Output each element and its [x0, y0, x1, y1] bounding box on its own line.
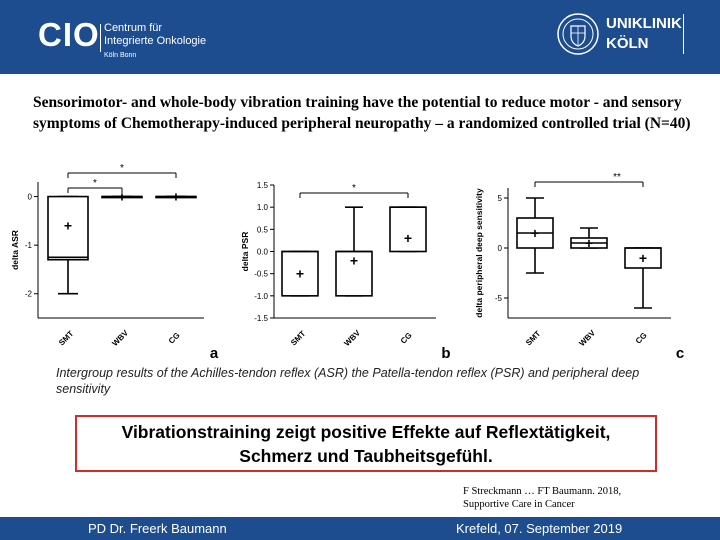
y-tick-label: -5 — [495, 294, 503, 303]
footer-presenter: PD Dr. Freerk Baumann — [88, 521, 227, 536]
key-message-line1: Vibrationstraining zeigt positive Effekt… — [121, 422, 611, 442]
mean-marker: + — [118, 189, 126, 205]
figure-caption: Intergroup results of the Achilles-tendo… — [56, 366, 640, 396]
x-category-label: WBV — [342, 328, 362, 348]
y-tick-label: 0.5 — [257, 225, 269, 234]
mean-marker: + — [350, 252, 358, 268]
uk-logo-line1: UNIKLINIK — [606, 15, 682, 32]
y-tick-label: -2 — [25, 290, 33, 299]
citation: F Streckmann … FT Baumann. 2018, Support… — [463, 485, 621, 511]
panel-label: b — [441, 345, 450, 362]
uk-logo-line2: KÖLN — [606, 35, 649, 52]
charts-area: 0 -1 -2 delta ASR + + + SMT WBV CG * * a 1.5 1.0 0.5 0.0… — [0, 160, 720, 365]
slide-title: Sensorimotor- and whole-body vibration t… — [33, 94, 691, 132]
mean-marker: + — [172, 189, 180, 205]
x-category-label: CG — [167, 331, 182, 346]
mean-marker: + — [531, 225, 539, 241]
y-tick-label: 5 — [498, 194, 503, 203]
y-axis-label: delta PSR — [240, 232, 250, 272]
y-tick-label: -1.0 — [254, 292, 268, 301]
uk-divider — [683, 14, 684, 54]
panel-label: a — [210, 345, 219, 362]
cio-line2: Integrierte Onkologie — [104, 35, 207, 47]
header-band: CIO Centrum für Integrierte Onkologie Kö… — [0, 0, 720, 74]
box-iqr — [335, 250, 373, 297]
key-message-box: Vibrationstraining zeigt positive Effekt… — [75, 415, 657, 472]
x-category-label: CG — [634, 331, 649, 346]
panel-label: c — [676, 345, 684, 362]
y-axis-label: delta peripheral deep sensitivity — [474, 188, 484, 318]
footer-band: PD Dr. Freerk Baumann Krefeld, 07. Septe… — [0, 517, 720, 540]
cio-logo: CIO Centrum für Integrierte Onkologie Kö… — [38, 16, 208, 66]
x-category-label: CG — [399, 331, 414, 346]
mean-marker: + — [404, 230, 412, 246]
university-seal-icon — [557, 13, 599, 55]
x-category-label: SMT — [57, 329, 75, 347]
y-tick-label: 1.0 — [257, 203, 269, 212]
y-tick-label: -1.5 — [254, 314, 268, 323]
significance-label: ** — [613, 172, 621, 183]
cio-abbr: CIO — [38, 16, 100, 53]
mean-marker: + — [64, 218, 72, 234]
significance-label: * — [93, 178, 97, 189]
y-tick-label: 0.0 — [257, 248, 269, 257]
significance-label: * — [120, 163, 124, 174]
significance-label: * — [352, 183, 356, 194]
cio-city: Köln Bonn — [104, 52, 137, 59]
box-iqr — [47, 195, 89, 261]
x-category-label: SMT — [289, 329, 307, 347]
x-category-label: SMT — [524, 329, 542, 347]
citation-line2: Supportive Care in Cancer — [463, 499, 575, 510]
box-iqr — [281, 250, 319, 297]
cio-line1: Centrum für — [104, 22, 163, 34]
mean-marker: + — [585, 235, 593, 251]
y-tick-label: 0 — [498, 244, 503, 253]
cio-divider — [100, 24, 101, 52]
y-tick-label: 1.5 — [257, 181, 269, 190]
y-tick-label: 0 — [28, 193, 33, 202]
key-message-line2: Schmerz und Taubheitsgefühl. — [239, 446, 493, 466]
x-category-label: WBV — [577, 328, 597, 348]
footer-event: Krefeld, 07. September 2019 — [456, 521, 623, 536]
mean-marker: + — [639, 250, 647, 266]
y-tick-label: -1 — [25, 241, 33, 250]
x-category-label: WBV — [110, 328, 130, 348]
y-axis-label: delta ASR — [10, 230, 20, 270]
citation-line1: F Streckmann … FT Baumann. 2018, — [463, 486, 622, 497]
y-tick-label: -0.5 — [254, 270, 268, 279]
mean-marker: + — [296, 266, 304, 282]
